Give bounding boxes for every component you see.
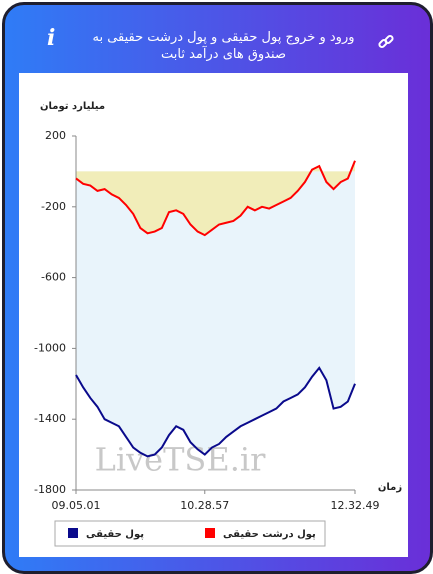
legend-box [54,520,326,547]
line [75,160,356,237]
y-tick-label: -1400 [34,412,66,425]
y-tick-label: -200 [41,200,66,213]
card-title: ورود و خروج پول حقیقی و پول درشت حقیقی ب… [92,30,355,62]
x-tick-label: 10.28.57 [180,499,229,512]
legend-label: پول درشت حقیقی [223,529,316,540]
x-tick-label: 09.05.01 [52,499,101,512]
link-icon[interactable] [377,33,395,51]
area [76,171,355,457]
legend-swatch [205,528,215,538]
y-tick-label: -1800 [34,483,66,496]
x-tick-label: 12.32.49 [331,499,380,512]
watermark: LiveTSE.ir [95,441,267,479]
y-axis-title: میلیارد تومان [40,101,105,112]
legend-label: پول حقیقی [86,529,144,540]
legend-swatch [68,528,78,538]
line [75,366,356,458]
y-tick-label: 200 [45,129,66,142]
y-tick-label: -600 [41,271,66,284]
info-icon[interactable]: i [47,25,56,51]
y-tick-label: -1000 [34,341,66,354]
x-axis-title: زمان [378,482,402,493]
area [76,160,355,236]
